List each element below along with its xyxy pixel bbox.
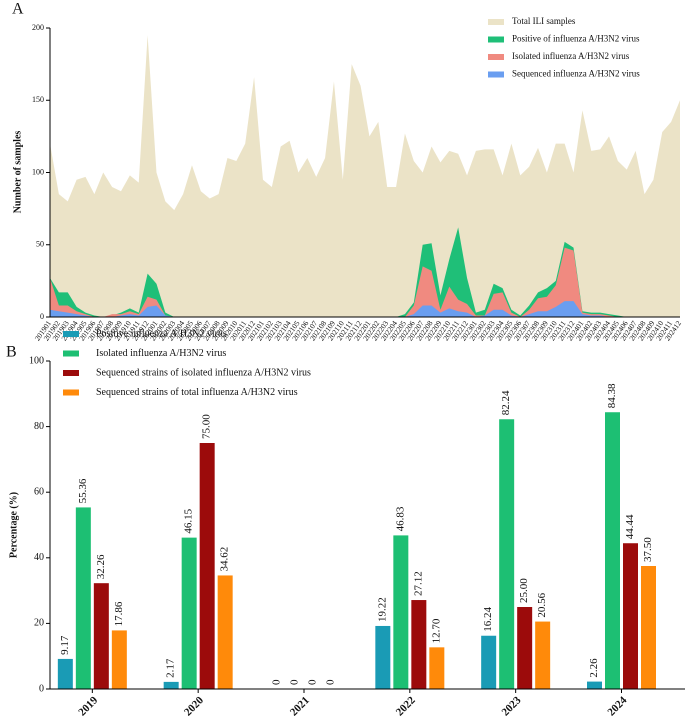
legend-label: Sequenced strains of isolated influenza …	[96, 367, 311, 378]
bar	[499, 419, 515, 689]
y-axis-label: Number of samples	[12, 131, 23, 214]
x-tick-label: 2019	[76, 694, 100, 718]
y-axis-label: Percentage (%)	[8, 492, 19, 558]
value-label: 0	[289, 679, 301, 685]
legend-swatch	[488, 71, 504, 78]
bar	[393, 535, 409, 689]
y-tick-label: 80	[34, 421, 44, 432]
value-label: 0	[271, 679, 283, 685]
x-tick-label: 2022	[394, 694, 418, 718]
y-tick-label: 100	[29, 355, 44, 366]
value-label: 16.24	[482, 606, 494, 631]
value-label: 84.38	[606, 383, 618, 408]
x-tick-label: 2024	[605, 694, 629, 718]
value-label: 27.12	[412, 571, 424, 596]
bar	[517, 607, 533, 689]
legend-label: Positive influenza A/H3N2 virus	[96, 328, 227, 339]
value-label: 25.00	[518, 578, 530, 603]
bar	[217, 575, 233, 689]
value-label: 55.36	[77, 478, 89, 503]
y-tick-label: 40	[34, 552, 44, 563]
bar	[163, 681, 179, 689]
value-label: 0	[325, 679, 337, 685]
value-label: 0	[307, 679, 319, 685]
bar	[75, 507, 91, 689]
value-label: 9.17	[59, 635, 71, 655]
bar	[481, 635, 497, 689]
value-label: 44.44	[624, 514, 636, 539]
value-label: 46.83	[394, 506, 406, 531]
value-label: 2.17	[165, 658, 177, 678]
panel-label: B	[6, 344, 17, 361]
bar	[375, 625, 391, 689]
legend-swatch	[63, 331, 79, 337]
area	[50, 301, 680, 317]
value-label: 32.26	[95, 554, 107, 579]
legend-label: Isolated influenza A/H3N2 virus	[512, 51, 630, 61]
legend-swatch	[488, 54, 504, 60]
bar	[199, 443, 215, 689]
value-label: 19.22	[376, 597, 388, 622]
legend-label: Positive of influenza A/H3N2 virus	[512, 34, 640, 44]
value-label: 17.86	[113, 601, 125, 626]
bar	[93, 583, 109, 689]
legend-swatch	[63, 389, 79, 396]
bar	[411, 600, 427, 689]
x-tick-label: 2021	[288, 694, 312, 718]
y-tick-label: 50	[36, 240, 44, 249]
y-tick-label: 0	[40, 312, 44, 321]
legend-swatch	[488, 36, 504, 43]
bar	[57, 658, 73, 689]
value-label: 12.70	[430, 618, 442, 643]
y-tick-label: 200	[32, 23, 44, 32]
bar	[535, 621, 551, 689]
area	[50, 35, 680, 317]
value-label: 75.00	[201, 414, 213, 439]
bar	[587, 681, 602, 689]
legend-label: Isolated influenza A/H3N2 virus	[96, 348, 226, 359]
x-tick-label: 2023	[500, 694, 524, 718]
value-label: 2.26	[588, 658, 600, 678]
legend-label: Sequenced strains of total influenza A/H…	[96, 387, 298, 398]
legend-label: Sequenced influenza A/H3N2 virus	[512, 69, 640, 79]
bar	[623, 543, 638, 689]
value-label: 82.24	[500, 390, 512, 415]
bar	[111, 630, 127, 689]
bar	[181, 537, 197, 689]
y-tick-label: 100	[32, 167, 44, 176]
y-tick-label: 150	[32, 95, 44, 104]
bar	[429, 647, 445, 689]
value-label: 34.62	[219, 547, 231, 572]
legend-swatch	[63, 350, 79, 357]
x-tick-label: 2020	[182, 694, 206, 718]
panel-label: A	[12, 1, 24, 18]
legend-swatch	[63, 370, 79, 376]
bar	[605, 412, 620, 689]
y-tick-label: 0	[39, 683, 44, 694]
legend-label: Total ILI samples	[512, 16, 576, 26]
value-label: 37.50	[642, 537, 654, 562]
legend-swatch	[488, 19, 504, 25]
y-tick-label: 60	[34, 486, 44, 497]
y-tick-label: 20	[34, 618, 44, 629]
value-label: 20.56	[536, 592, 548, 617]
bar	[641, 566, 656, 689]
value-label: 46.15	[183, 508, 195, 533]
